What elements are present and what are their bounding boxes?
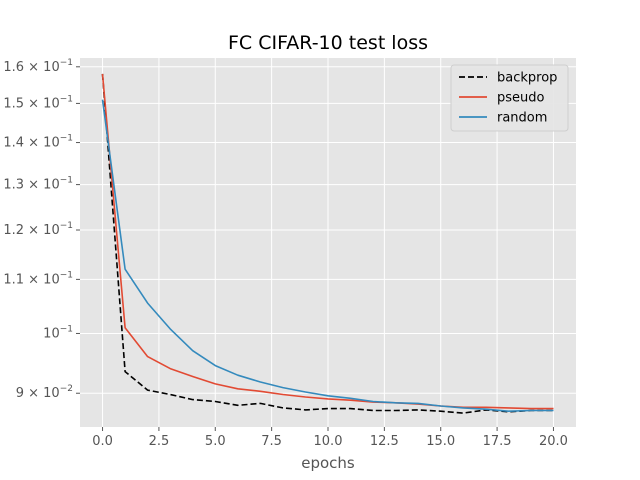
x-tick-label: 2.5 (149, 434, 170, 449)
series-line-pseudo (101, 73, 554, 410)
y-tick-label: 1.5 × 10−1 (3, 94, 73, 111)
x-tick-label: 0.0 (92, 434, 113, 449)
x-tick-label: 5.0 (205, 434, 226, 449)
legend-label-random: random (497, 111, 547, 126)
x-tick-label: 15.0 (426, 434, 455, 449)
y-tick-label: 9 × 10−2 (16, 384, 73, 401)
x-tick-label: 10.0 (314, 434, 343, 449)
legend: backprop pseudo random (450, 64, 569, 132)
x-tick-label: 20.0 (539, 434, 568, 449)
legend-label-backprop: backprop (497, 71, 557, 86)
x-tick-label: 17.5 (483, 434, 512, 449)
chart-title: FC CIFAR-10 test loss (228, 32, 428, 54)
series-line-random (101, 99, 554, 413)
y-axis-ticks: 1.6 × 10−1 1.5 × 10−1 1.4 × 10−1 1.3 × 10−1… (3, 58, 80, 401)
y-tick-label: 1.4 × 10−1 (3, 134, 73, 151)
y-tick-label: 1.2 × 10−1 (3, 221, 73, 238)
x-axis-ticks: 0.0 2.5 5.0 7.5 10.0 12.5 15.0 17.5 20.0 (92, 427, 568, 449)
y-tick-label: 10−1 (43, 324, 73, 341)
series-lines (101, 73, 554, 414)
x-tick-label: 7.5 (261, 434, 282, 449)
y-tick-label: 1.3 × 10−1 (3, 176, 73, 193)
legend-label-pseudo: pseudo (497, 91, 545, 106)
legend-box (450, 64, 569, 132)
x-tick-label: 12.5 (370, 434, 399, 449)
y-tick-label: 1.6 × 10−1 (3, 58, 73, 75)
y-tick-label: 1.1 × 10−1 (3, 270, 73, 287)
x-axis-label: epochs (301, 454, 355, 472)
series-line-backprop (101, 73, 554, 414)
